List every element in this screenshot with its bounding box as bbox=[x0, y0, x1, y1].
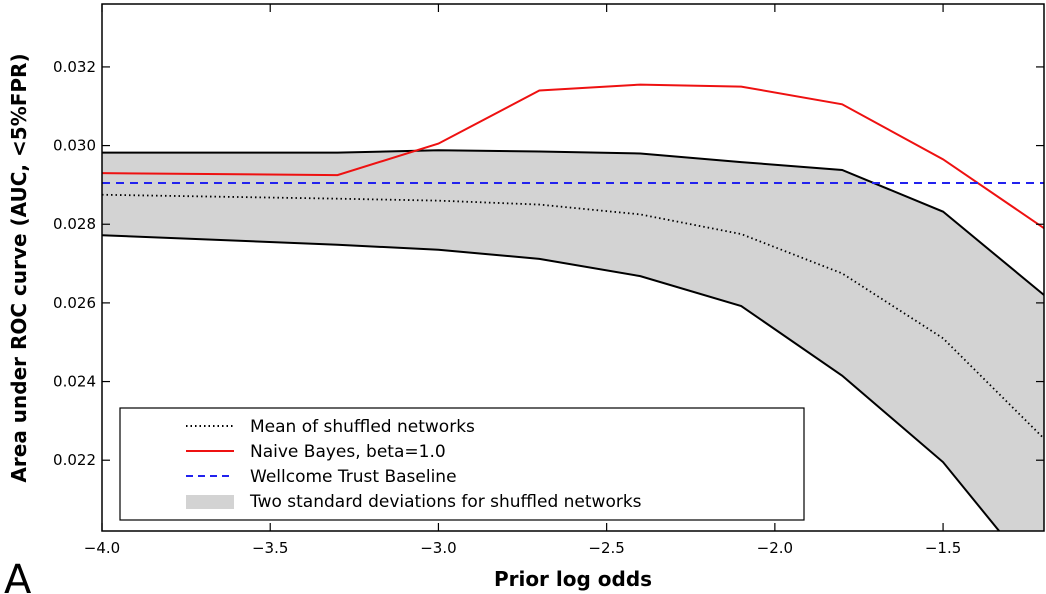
y-tick-label: 0.028 bbox=[53, 215, 96, 233]
x-tick-label: −2.5 bbox=[588, 539, 624, 557]
std-band-upper-edge bbox=[102, 149, 1044, 296]
x-tick-label: −3.5 bbox=[252, 539, 288, 557]
std-band-lower-edge bbox=[102, 234, 1001, 531]
legend-swatch-band bbox=[186, 495, 234, 509]
legend-label-naive-bayes: Naive Bayes, beta=1.0 bbox=[250, 442, 446, 462]
panel-label: A bbox=[4, 557, 32, 594]
legend-label-baseline: Wellcome Trust Baseline bbox=[250, 467, 457, 487]
naive-bayes-line bbox=[102, 83, 1044, 229]
y-axis-title: Area under ROC curve (AUC, <5%FPR) bbox=[7, 53, 31, 482]
x-tick-label: −1.5 bbox=[925, 539, 961, 557]
plot-frame bbox=[101, 3, 1045, 532]
legend-label-mean: Mean of shuffled networks bbox=[250, 417, 475, 437]
x-tick-label: −2.0 bbox=[757, 539, 793, 557]
legend-label-band: Two standard deviations for shuffled net… bbox=[249, 492, 642, 512]
y-tick-label: 0.032 bbox=[53, 58, 96, 76]
y-tick-label: 0.030 bbox=[53, 137, 96, 155]
std-band-fill bbox=[102, 150, 1044, 531]
y-tick-label: 0.026 bbox=[53, 294, 96, 312]
legend: Mean of shuffled networks Naive Bayes, b… bbox=[119, 407, 805, 521]
x-axis-title: Prior log odds bbox=[494, 567, 652, 591]
y-tick-label: 0.024 bbox=[53, 373, 96, 391]
y-tick-label: 0.022 bbox=[53, 451, 96, 469]
x-tick-label: −3.0 bbox=[420, 539, 456, 557]
x-tick-label: −4.0 bbox=[84, 539, 120, 557]
